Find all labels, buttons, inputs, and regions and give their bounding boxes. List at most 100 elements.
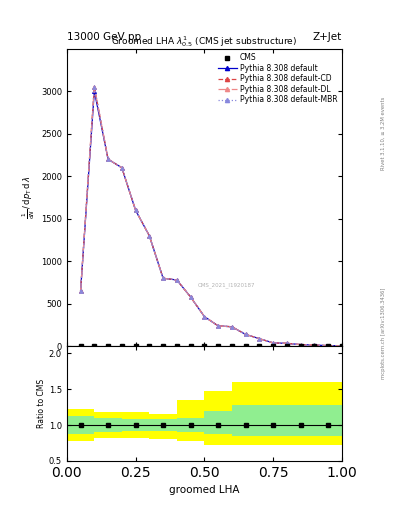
- Pythia 8.308 default-MBR: [174, 277, 179, 283]
- Pythia 8.308 default-CD: [78, 288, 83, 294]
- Pythia 8.308 default-MBR: [202, 313, 207, 319]
- Pythia 8.308 default: [257, 335, 262, 342]
- Pythia 8.308 default-MBR: [216, 323, 220, 329]
- Pythia 8.308 default-CD: [147, 232, 152, 239]
- CMS: [106, 343, 110, 349]
- Pythia 8.308 default-DL: [119, 165, 124, 171]
- Pythia 8.308 default-DL: [216, 323, 220, 329]
- CMS: [312, 343, 317, 349]
- Pythia 8.308 default: [174, 277, 179, 283]
- Pythia 8.308 default-DL: [161, 275, 165, 282]
- Title: Groomed LHA $\lambda^{1}_{0.5}$ (CMS jet substructure): Groomed LHA $\lambda^{1}_{0.5}$ (CMS jet…: [111, 34, 298, 49]
- Pythia 8.308 default-CD: [106, 156, 110, 162]
- CMS: [326, 343, 331, 349]
- CMS: [133, 343, 138, 349]
- Pythia 8.308 default-MBR: [119, 165, 124, 171]
- CMS: [298, 343, 303, 349]
- Pythia 8.308 default-CD: [161, 275, 165, 282]
- Pythia 8.308 default-CD: [230, 324, 234, 330]
- Pythia 8.308 default-CD: [243, 331, 248, 337]
- Pythia 8.308 default: [340, 343, 344, 349]
- Pythia 8.308 default: [312, 342, 317, 348]
- CMS: [285, 343, 289, 349]
- Text: 13000 GeV pp: 13000 GeV pp: [67, 32, 141, 42]
- Pythia 8.308 default-CD: [119, 165, 124, 171]
- Pythia 8.308 default-DL: [340, 343, 344, 349]
- Y-axis label: Ratio to CMS: Ratio to CMS: [37, 379, 46, 428]
- CMS: [174, 343, 179, 349]
- Pythia 8.308 default-MBR: [271, 340, 275, 346]
- Pythia 8.308 default-CD: [216, 323, 220, 329]
- CMS: [243, 343, 248, 349]
- Pythia 8.308 default-DL: [243, 331, 248, 337]
- Legend: CMS, Pythia 8.308 default, Pythia 8.308 default-CD, Pythia 8.308 default-DL, Pyt: CMS, Pythia 8.308 default, Pythia 8.308 …: [217, 52, 338, 105]
- Pythia 8.308 default-MBR: [285, 340, 289, 347]
- Pythia 8.308 default-DL: [312, 342, 317, 348]
- Pythia 8.308 default-CD: [133, 207, 138, 214]
- CMS: [119, 343, 124, 349]
- Pythia 8.308 default-CD: [92, 84, 97, 90]
- Pythia 8.308 default: [326, 343, 331, 349]
- Pythia 8.308 default-DL: [78, 288, 83, 294]
- CMS: [271, 343, 275, 349]
- Pythia 8.308 default: [298, 342, 303, 348]
- Line: CMS: CMS: [79, 344, 344, 348]
- Pythia 8.308 default: [271, 340, 275, 346]
- Pythia 8.308 default-MBR: [340, 343, 344, 349]
- Pythia 8.308 default-MBR: [230, 324, 234, 330]
- CMS: [340, 343, 344, 349]
- Pythia 8.308 default-DL: [92, 84, 97, 90]
- Pythia 8.308 default-MBR: [106, 156, 110, 162]
- Pythia 8.308 default: [92, 88, 97, 94]
- CMS: [230, 343, 234, 349]
- CMS: [78, 343, 83, 349]
- Pythia 8.308 default: [188, 294, 193, 300]
- Text: mcplots.cern.ch [arXiv:1306.3436]: mcplots.cern.ch [arXiv:1306.3436]: [381, 287, 386, 378]
- Y-axis label: $\frac{1}{\mathrm{d}N}\,/\,\mathrm{d}p_{\mathrm{T}}\,\mathrm{d}\,\lambda$: $\frac{1}{\mathrm{d}N}\,/\,\mathrm{d}p_{…: [20, 176, 37, 219]
- CMS: [257, 343, 262, 349]
- Pythia 8.308 default-CD: [312, 342, 317, 348]
- Pythia 8.308 default-CD: [285, 340, 289, 347]
- Pythia 8.308 default-MBR: [161, 275, 165, 282]
- CMS: [216, 343, 220, 349]
- Pythia 8.308 default-MBR: [147, 232, 152, 239]
- Pythia 8.308 default-DL: [326, 343, 331, 349]
- Line: Pythia 8.308 default-CD: Pythia 8.308 default-CD: [79, 85, 344, 348]
- Pythia 8.308 default-DL: [285, 340, 289, 347]
- Pythia 8.308 default-MBR: [78, 288, 83, 294]
- Text: CMS_2021_I1920187: CMS_2021_I1920187: [198, 283, 255, 288]
- Pythia 8.308 default-DL: [298, 342, 303, 348]
- Pythia 8.308 default: [78, 288, 83, 294]
- Pythia 8.308 default-MBR: [257, 335, 262, 342]
- Pythia 8.308 default: [230, 324, 234, 330]
- Line: Pythia 8.308 default: Pythia 8.308 default: [79, 89, 344, 348]
- CMS: [92, 343, 97, 349]
- Pythia 8.308 default: [285, 340, 289, 347]
- Pythia 8.308 default-CD: [202, 313, 207, 319]
- Pythia 8.308 default-DL: [147, 232, 152, 239]
- Pythia 8.308 default-DL: [202, 313, 207, 319]
- Pythia 8.308 default: [243, 331, 248, 337]
- CMS: [147, 343, 152, 349]
- Pythia 8.308 default-MBR: [298, 342, 303, 348]
- Pythia 8.308 default-CD: [174, 277, 179, 283]
- CMS: [202, 343, 207, 349]
- Pythia 8.308 default: [161, 275, 165, 282]
- X-axis label: groomed LHA: groomed LHA: [169, 485, 240, 495]
- Pythia 8.308 default-MBR: [188, 294, 193, 300]
- Pythia 8.308 default-DL: [188, 294, 193, 300]
- Pythia 8.308 default: [119, 165, 124, 171]
- Pythia 8.308 default-MBR: [92, 84, 97, 90]
- Pythia 8.308 default-CD: [188, 294, 193, 300]
- Pythia 8.308 default-CD: [271, 340, 275, 346]
- Pythia 8.308 default-CD: [340, 343, 344, 349]
- Pythia 8.308 default: [106, 156, 110, 162]
- Pythia 8.308 default-CD: [298, 342, 303, 348]
- Pythia 8.308 default-MBR: [312, 342, 317, 348]
- Pythia 8.308 default: [133, 207, 138, 214]
- Pythia 8.308 default: [202, 313, 207, 319]
- Pythia 8.308 default-DL: [257, 335, 262, 342]
- Pythia 8.308 default-DL: [174, 277, 179, 283]
- Pythia 8.308 default-DL: [133, 207, 138, 214]
- Text: Z+Jet: Z+Jet: [313, 32, 342, 42]
